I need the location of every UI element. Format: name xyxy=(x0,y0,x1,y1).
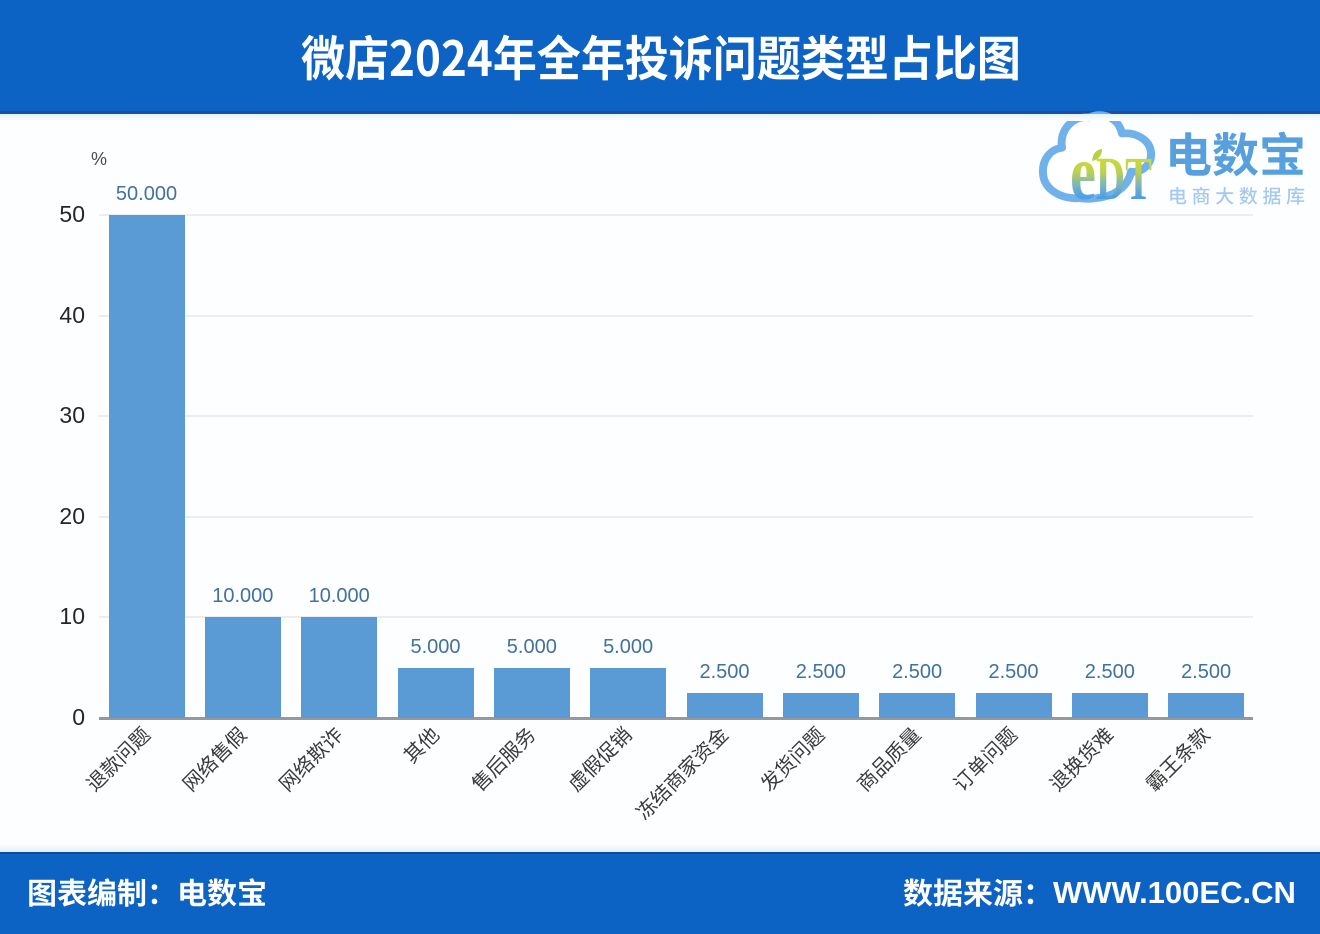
svg-text:DT: DT xyxy=(1096,146,1152,213)
svg-text:e: e xyxy=(1070,130,1096,216)
